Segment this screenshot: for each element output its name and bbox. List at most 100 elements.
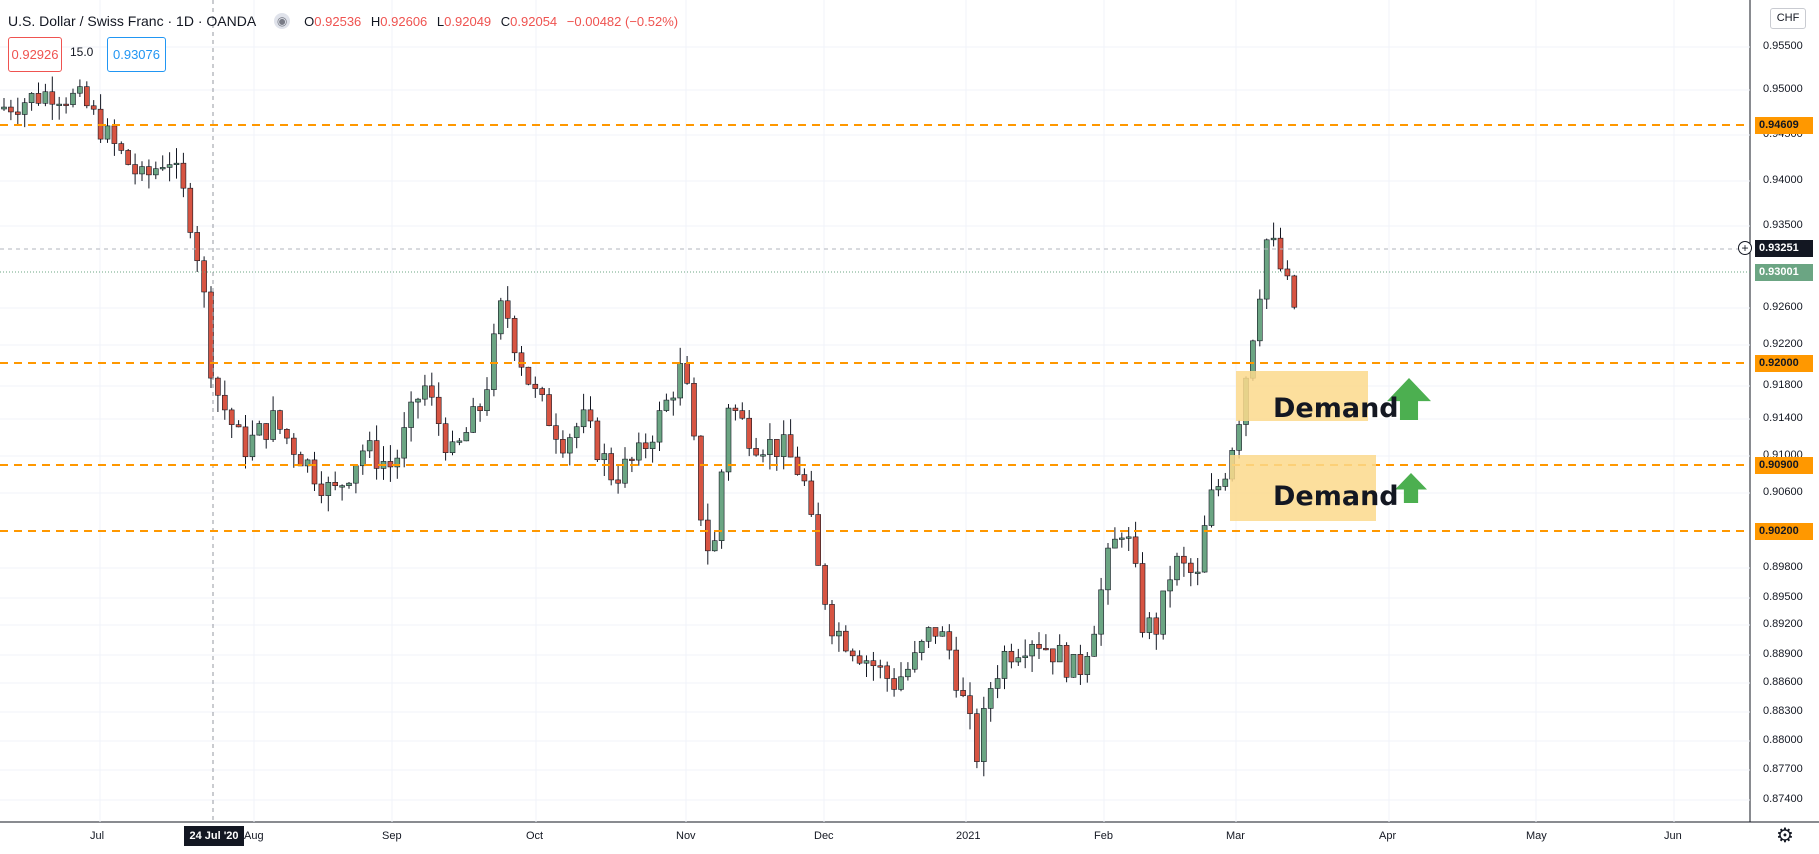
candle-body <box>401 427 408 459</box>
price-axis-label: 0.88900 <box>1763 648 1803 660</box>
price-axis-label: 0.91800 <box>1763 379 1803 391</box>
symbol-header: U.S. Dollar / Swiss Franc · 1D · OANDA ◉… <box>8 10 684 32</box>
candle-body <box>1015 657 1022 663</box>
candle-body <box>1277 237 1284 270</box>
candle-body <box>21 102 28 115</box>
candle-body <box>898 676 904 690</box>
candle-body <box>1160 590 1166 635</box>
time-axis-label: Mar <box>1226 830 1245 842</box>
ohlc-close-value: 0.92054 <box>510 13 558 29</box>
candle-body <box>746 417 753 449</box>
candle-body <box>1201 525 1208 573</box>
time-axis-label: Sep <box>382 830 402 842</box>
candle-body <box>560 439 566 454</box>
candle-body <box>491 333 497 390</box>
candle-body <box>718 471 725 541</box>
candle-body <box>318 483 325 496</box>
candle-body <box>1263 239 1270 300</box>
price-axis-label: 0.90600 <box>1763 486 1803 498</box>
candle-body <box>780 434 787 457</box>
level-tag-4: 0.90200 <box>1755 523 1813 540</box>
candle-body <box>925 627 932 642</box>
price-change: −0.00482 (−0.52%) <box>566 13 679 29</box>
time-axis-label: Feb <box>1094 830 1113 842</box>
candle-body <box>905 668 911 678</box>
candle-body <box>104 125 111 140</box>
candle-body <box>1188 562 1194 573</box>
time-axis-label: May <box>1526 830 1547 842</box>
candle-body <box>42 91 49 104</box>
ohlc-low-value: 0.92049 <box>444 13 492 29</box>
candle-body <box>594 420 601 461</box>
candle-body <box>215 377 221 396</box>
candle-body <box>159 167 166 170</box>
ohlc-close-key: C <box>500 13 511 29</box>
candle-body <box>8 106 14 113</box>
crosshair-date-tag: 24 Jul '20 <box>184 826 244 846</box>
candle-body <box>1098 589 1104 635</box>
candle-body <box>649 441 656 449</box>
ohlc-open-value: 0.92536 <box>314 13 362 29</box>
candle-body <box>635 442 642 461</box>
last-price-tag: 0.93001 <box>1755 264 1813 281</box>
candle-body <box>1174 555 1180 581</box>
candle-body <box>111 125 118 144</box>
candle-body <box>622 458 628 484</box>
candle-body <box>290 437 297 455</box>
candle-body <box>1153 617 1160 635</box>
candle-body <box>1112 538 1118 549</box>
candle-body <box>84 86 90 107</box>
gear-icon[interactable]: ⚙ <box>1776 825 1794 847</box>
candle-body <box>760 454 766 457</box>
candle-body <box>670 397 677 401</box>
candle-body <box>1208 489 1215 526</box>
candle-body <box>1 106 7 110</box>
crosshair-price-tag: 0.93251 <box>1755 240 1813 257</box>
candle-body <box>1194 571 1201 574</box>
add-alert-plus-icon[interactable]: + <box>1738 241 1752 255</box>
candle-body <box>808 480 815 515</box>
candle-body <box>408 401 414 428</box>
candle-body <box>725 407 732 473</box>
candle-body <box>394 457 401 468</box>
chart-grid <box>0 0 1819 823</box>
candle-body <box>987 688 994 709</box>
candle-body <box>656 410 663 443</box>
candle-body <box>877 665 884 668</box>
candle-body <box>532 383 539 389</box>
demand-zone-upper <box>1236 371 1368 421</box>
candle-body <box>415 398 421 403</box>
candle-body <box>422 385 428 400</box>
candle-body <box>504 300 511 319</box>
candle-body <box>242 426 249 458</box>
candle-body <box>222 394 228 411</box>
candle-body <box>277 410 283 430</box>
time-axis-label: Nov <box>676 830 696 842</box>
candle-body <box>325 482 332 496</box>
candle-body <box>980 708 987 762</box>
candle-body <box>939 631 946 637</box>
ohlc-high-key: H <box>370 13 381 29</box>
candle-body <box>836 630 842 637</box>
demand-zone-upper-label: Demand <box>1273 393 1399 424</box>
candle-body <box>1222 478 1229 487</box>
candle-body <box>373 440 380 469</box>
sell-button[interactable]: 0.92926 <box>8 37 62 72</box>
candle-body <box>953 649 960 691</box>
candle-body <box>615 479 621 484</box>
candle-body <box>573 426 580 438</box>
candle-body <box>456 440 463 443</box>
candle-body <box>235 424 242 428</box>
candle-body <box>663 399 670 411</box>
candle-body <box>753 448 759 456</box>
candle-body <box>132 164 138 175</box>
candle-body <box>1236 424 1242 451</box>
candle-body <box>525 366 532 385</box>
visibility-eye-icon[interactable]: ◉ <box>274 13 291 29</box>
candle-body <box>187 187 194 233</box>
candle-body <box>90 105 97 110</box>
buy-button[interactable]: 0.93076 <box>107 37 166 72</box>
candle-body <box>539 388 546 395</box>
currency-badge[interactable]: CHF <box>1770 8 1806 29</box>
